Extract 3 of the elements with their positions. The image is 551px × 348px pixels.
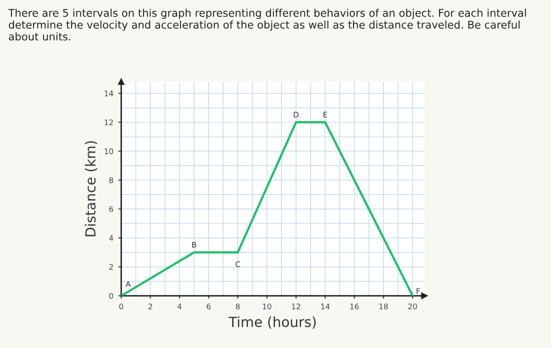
chart-title: There are 5 intervals on this graph representing different behaviors of an object. For each interval determine the velocity and acceleration of the object as well as the distance traveled. Be careful about units. — [8, 8, 526, 41]
y-axis-title: Distance (km) — [84, 141, 98, 236]
x-axis-title: Time (hours) — [228, 316, 316, 329]
